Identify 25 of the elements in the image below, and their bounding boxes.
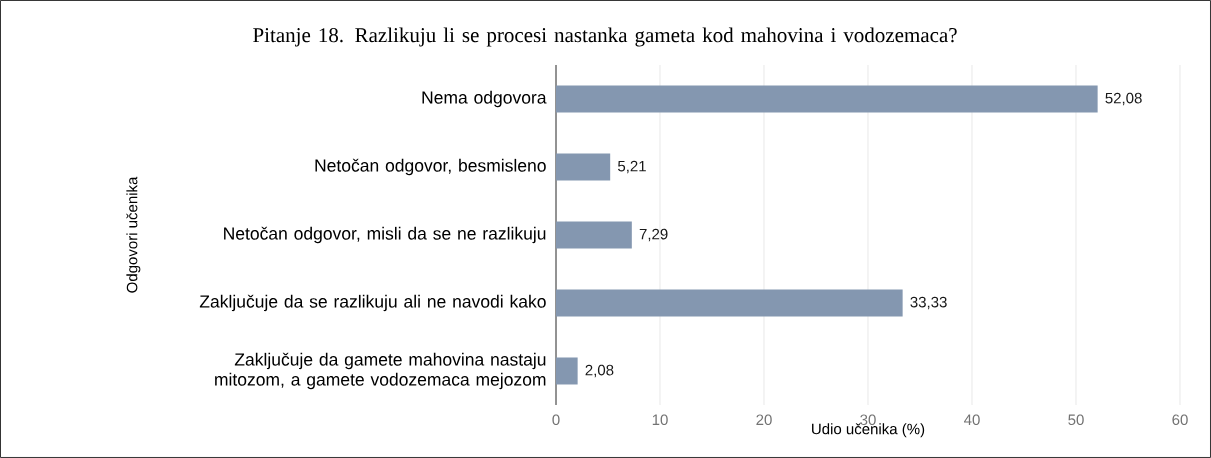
y-axis-title: Odgovori učenika (126, 176, 141, 293)
bar (556, 221, 632, 249)
data-label: 5,21 (617, 160, 646, 174)
y-tick-label: Netočan odgovor, misli da se ne razlikuju (224, 226, 546, 244)
y-tick-label: Zaključuje da se razlikuju ali ne navodi kako (199, 294, 546, 312)
x-tick-label: 10 (652, 414, 668, 426)
data-label: 2,08 (585, 364, 614, 378)
x-tick-label: 40 (964, 414, 980, 426)
data-label: 33,33 (910, 296, 947, 310)
y-tick-label: Netočan odgovor, besmisleno (315, 158, 546, 176)
x-tick-label: 50 (1068, 414, 1084, 426)
data-label: 7,29 (639, 228, 668, 242)
x-axis-title: Udio učenika (%) (812, 423, 925, 438)
x-tick-label: 20 (756, 414, 772, 426)
chart-title: Pitanje 18. Razlikuju li se procesi nastanka gameta kod mahovina i vodozemaca? (253, 27, 957, 47)
bar (556, 357, 578, 385)
x-tick-label: 60 (1172, 414, 1188, 426)
bar (556, 85, 1098, 113)
x-tick-label: 0 (552, 414, 560, 426)
y-tick-label: Zaključuje da gamete mahovina nastaju mitozom, a gamete vodozemaca mejozom (215, 352, 546, 390)
data-label: 52,08 (1105, 92, 1142, 106)
y-tick-label: Nema odgovora (422, 90, 547, 108)
bar (556, 153, 611, 181)
bar (556, 289, 903, 317)
x-tick-label: 30 (860, 414, 876, 426)
